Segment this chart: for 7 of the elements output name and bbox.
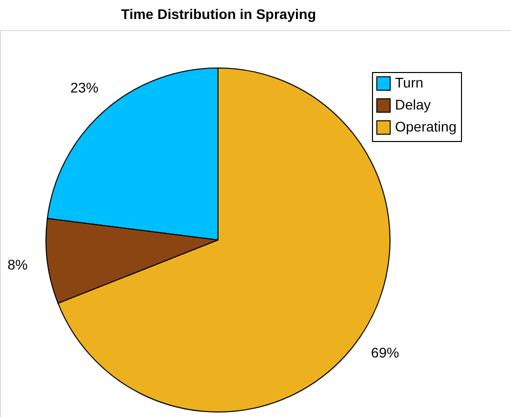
data-label: 23%	[70, 79, 98, 96]
data-label: 69%	[371, 344, 400, 361]
legend-label: Delay	[395, 96, 431, 112]
chart-title: Time Distribution in Spraying	[121, 6, 316, 22]
legend-label: Operating	[395, 118, 456, 134]
data-label: 8%	[7, 256, 28, 272]
legend-label: Turn	[395, 74, 424, 90]
